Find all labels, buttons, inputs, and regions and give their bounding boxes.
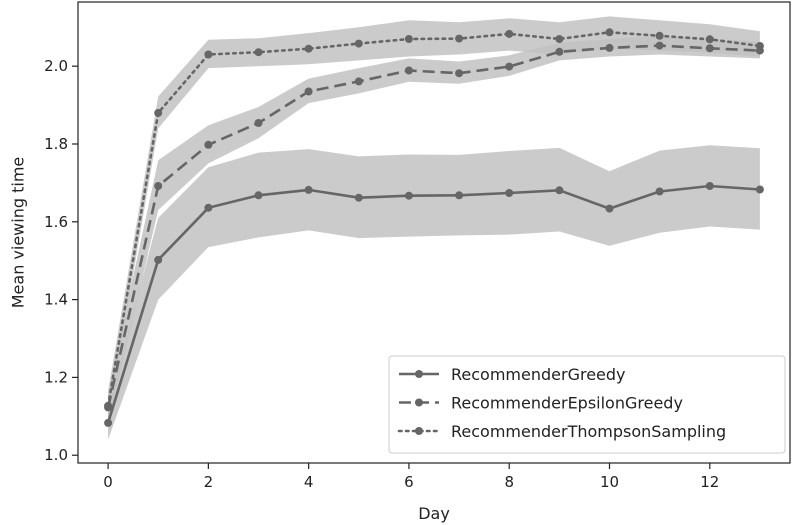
data-point <box>605 204 614 213</box>
data-point <box>455 34 464 43</box>
y-tick-label: 1.2 <box>44 368 68 386</box>
x-axis-ticks: 0 2 4 6 8 10 12 <box>103 463 719 491</box>
data-point <box>655 41 664 50</box>
data-point <box>705 35 714 44</box>
data-point <box>354 77 363 86</box>
y-tick-label: 2.0 <box>44 57 68 75</box>
plot-frame <box>77 1 791 464</box>
data-point <box>354 39 363 48</box>
legend: RecommenderGreedy RecommenderEpsilonGreed… <box>388 355 786 454</box>
y-tick-label: 1.0 <box>44 446 68 464</box>
data-point <box>104 401 113 410</box>
x-tick-label: 0 <box>103 473 113 491</box>
data-point <box>755 185 764 194</box>
y-tick-label: 1.8 <box>44 135 68 153</box>
data-point <box>505 29 514 38</box>
data-point <box>404 191 413 200</box>
legend-marker-0 <box>415 370 423 378</box>
data-point <box>505 189 514 197</box>
data-point <box>204 203 213 212</box>
data-point <box>304 87 313 96</box>
series-line-0 <box>106 184 760 424</box>
legend-marker-1 <box>415 398 423 407</box>
data-point <box>605 28 614 37</box>
data-point <box>555 186 564 195</box>
legend-entries: RecommenderGreedy RecommenderEpsilonGreed… <box>397 365 726 441</box>
data-point <box>204 140 213 149</box>
series-line-2 <box>106 30 762 408</box>
confidence-bands <box>108 16 760 440</box>
data-point <box>705 182 714 190</box>
data-point <box>555 35 564 43</box>
data-point <box>705 44 714 53</box>
x-tick-label: 12 <box>700 473 719 491</box>
data-point <box>304 44 313 53</box>
y-axis-label: Mean viewing time <box>9 157 28 309</box>
data-point <box>154 182 163 190</box>
legend-box <box>388 355 786 454</box>
data-point <box>254 48 263 57</box>
y-tick-label: 1.4 <box>44 291 68 309</box>
data-point <box>655 187 664 196</box>
series-line-1 <box>106 44 760 408</box>
data-point <box>505 62 514 71</box>
confidence-band-0 <box>108 145 760 440</box>
data-point <box>555 47 564 56</box>
data-point <box>455 69 464 78</box>
y-axis-ticks: 1.0 1.2 1.4 1.6 1.8 2.0 <box>44 57 78 464</box>
legend-label-0: RecommenderGreedy <box>451 365 626 384</box>
x-tick-label: 8 <box>504 473 514 491</box>
series-points <box>104 28 764 427</box>
data-point <box>254 119 263 127</box>
data-point <box>204 50 213 59</box>
x-tick-label: 10 <box>600 473 619 491</box>
data-point <box>655 31 664 40</box>
data-point <box>254 191 263 200</box>
legend-label-2: RecommenderThompsonSampling <box>451 422 726 441</box>
data-point <box>104 418 113 427</box>
data-point <box>154 108 163 117</box>
x-tick-label: 4 <box>304 473 314 491</box>
x-tick-label: 2 <box>204 473 214 491</box>
y-tick-label: 1.6 <box>44 213 68 231</box>
legend-marker-2 <box>415 427 423 435</box>
data-point <box>605 43 614 52</box>
data-point <box>404 66 413 75</box>
x-tick-label: 6 <box>404 473 414 491</box>
data-point <box>304 185 313 194</box>
legend-label-1: RecommenderEpsilonGreedy <box>451 394 683 413</box>
data-point <box>354 193 363 202</box>
data-point <box>154 255 163 264</box>
data-point <box>404 35 413 43</box>
data-point <box>755 42 764 50</box>
series-lines <box>106 30 762 424</box>
x-axis-label: Day <box>418 504 450 523</box>
data-point <box>455 191 464 200</box>
